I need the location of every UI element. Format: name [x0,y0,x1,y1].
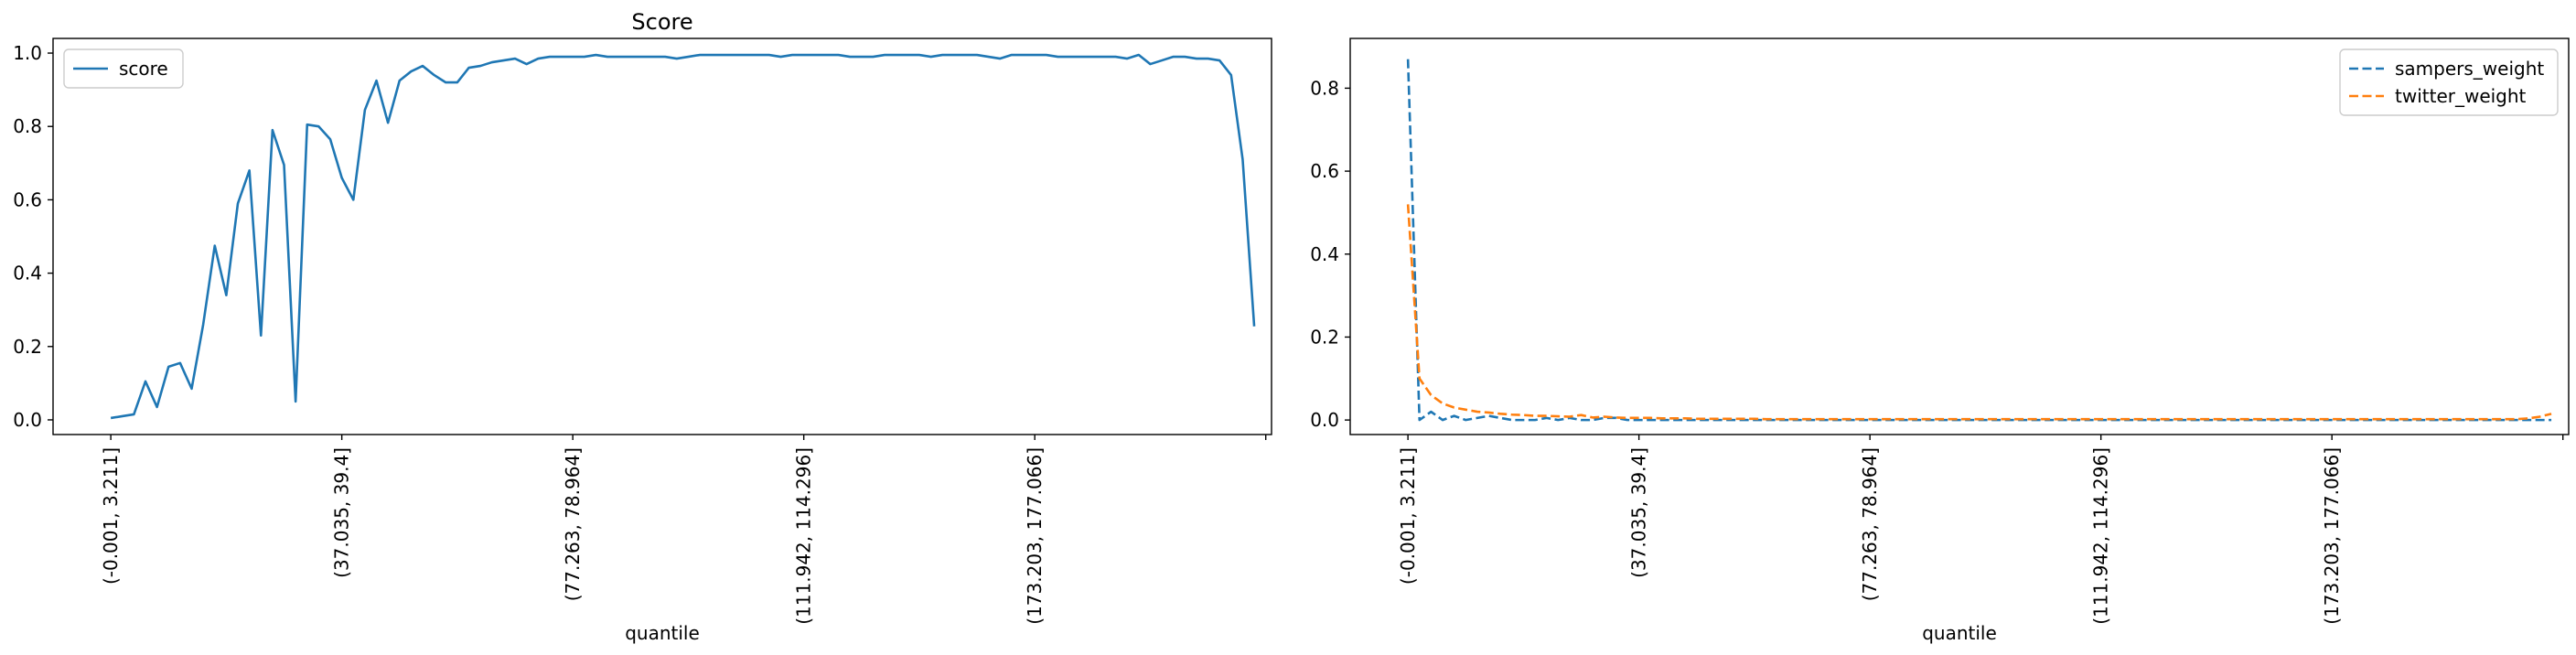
axes-frame [1349,38,2570,435]
y-tick-label: 0.6 [13,188,42,210]
score-chart: Score 0.0 0.2 0.4 0.6 0.8 1.0 (-0.001, 3.211] (3… [13,9,1272,644]
chart-title: Score [631,9,692,35]
axes-frame [52,38,1272,435]
x-tick-label: (173.203, 177.066] [2321,447,2343,625]
x-axis-label: quantile [625,622,700,644]
y-tick-label: 0.4 [1310,243,1339,265]
y-tick-label: 0.8 [13,115,42,137]
y-tick-label: 1.0 [13,42,42,64]
y-tick-label: 0.8 [1310,77,1339,99]
x-tick-label: (-0.001, 3.211] [1397,447,1419,585]
y-tick-label: 0.2 [13,336,42,358]
y-tick-label: 0.4 [13,263,42,285]
legend-label: twitter_weight [2395,85,2527,107]
y-tick-label: 0.0 [13,409,42,431]
x-tick-label: (37.035, 39.4] [1628,447,1650,578]
x-tick-label: (173.203, 177.066] [1024,447,1046,625]
x-tick-label: (77.263, 78.964] [1859,447,1881,601]
weights-chart: 0.0 0.2 0.4 0.6 0.8 (-0.001, 3.211] (37.035, 3… [1310,38,2570,644]
legend: score [63,48,184,89]
legend-box [2339,48,2559,116]
x-tick-label: (111.942, 114.296] [793,447,815,625]
legend-label: score [119,58,168,80]
series-line-score [110,53,1256,420]
legend-box [63,48,184,89]
legend: sampers_weight twitter_weight [2339,48,2559,116]
x-tick-label: (-0.001, 3.211] [100,447,122,585]
series-line-twitter-weight [1406,204,2552,421]
x-tick-label: (77.263, 78.964] [562,447,584,601]
y-tick-label: 0.6 [1310,160,1339,182]
legend-label: sampers_weight [2395,58,2544,80]
y-tick-label: 0.2 [1310,326,1339,348]
y-tick-label: 0.0 [1310,409,1339,431]
x-tick-label: (111.942, 114.296] [2090,447,2112,625]
x-axis-label: quantile [1922,622,1997,644]
x-tick-label: (37.035, 39.4] [331,447,353,578]
